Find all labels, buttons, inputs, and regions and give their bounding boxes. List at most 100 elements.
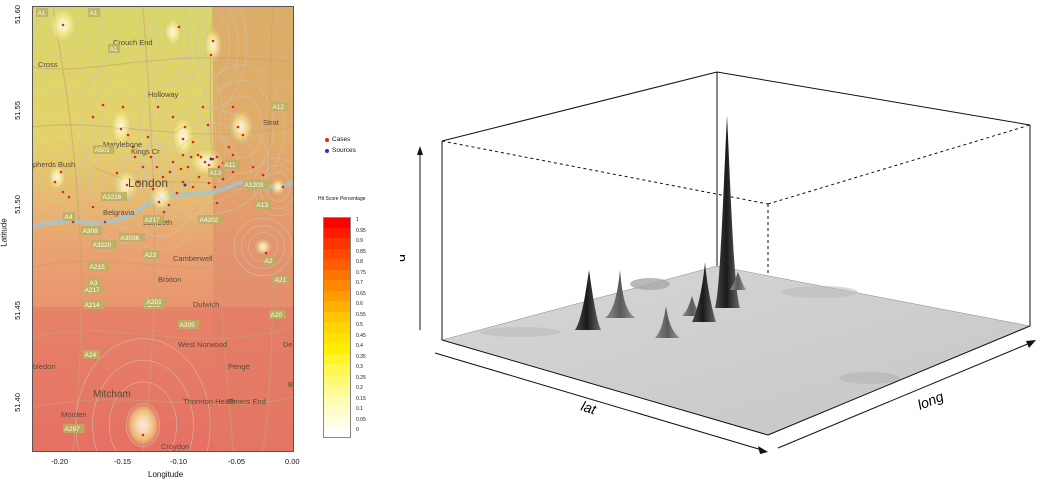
place-label: pherds Bush <box>33 160 75 169</box>
hit-scale-label: 0.3 <box>356 364 363 370</box>
contour-ring <box>128 157 194 237</box>
case-point <box>231 170 235 174</box>
contour-ring <box>109 381 177 451</box>
place-label: Belgravia <box>103 208 135 217</box>
x-axis-label: lat <box>579 398 599 418</box>
case-point <box>213 185 217 189</box>
contour-ring <box>197 64 285 190</box>
geo-profile-map-panel: Crouch End Holloway Strat Marylebone Kings C… <box>0 0 400 485</box>
svg-text:A215: A215 <box>90 264 106 271</box>
case-point <box>181 137 185 141</box>
svg-text:A1: A1 <box>110 46 118 53</box>
hit-scale-swatch <box>323 353 351 364</box>
svg-text:A12: A12 <box>273 104 285 111</box>
svg-text:A501: A501 <box>95 147 111 154</box>
z-axis-arrowhead-icon <box>417 146 423 155</box>
contour-ring <box>143 108 269 216</box>
hit-scale-swatch <box>323 280 351 291</box>
y-tick-51.60: 51.60 <box>12 5 22 24</box>
road <box>33 57 293 70</box>
box-front-bottom-right-edge <box>767 325 1031 436</box>
cases-dot-icon <box>325 137 329 142</box>
hit-scale-swatch <box>323 332 351 343</box>
road-label: A13 <box>255 200 272 209</box>
road-label: A215 <box>88 262 110 271</box>
road <box>209 7 234 451</box>
box-front-top-left-edge <box>441 140 769 205</box>
place-label: Marylebone <box>103 140 142 149</box>
case-point <box>207 163 211 167</box>
road-label: A501 <box>93 145 115 154</box>
case-point <box>199 155 203 159</box>
x-tick-0.00: 0.00 <box>285 457 300 466</box>
case-point <box>197 175 201 179</box>
road-label: A23 <box>143 250 160 259</box>
source-point <box>183 183 187 187</box>
hit-scale-swatch <box>323 301 351 312</box>
contour-ring <box>111 108 131 146</box>
svg-text:A3: A3 <box>90 280 98 287</box>
contour-ring <box>33 7 103 76</box>
density-peak <box>605 270 636 318</box>
case-point <box>156 105 160 109</box>
contour-ring <box>255 239 271 255</box>
svg-text:A24: A24 <box>85 352 97 359</box>
case-point <box>168 170 172 174</box>
road <box>52 7 82 451</box>
place-label: bledon <box>33 362 56 371</box>
road-label: A201 <box>145 297 167 306</box>
contour-ring <box>179 7 247 108</box>
source-point <box>209 157 213 161</box>
road-label: A20 <box>269 310 286 319</box>
svg-text:A201: A201 <box>147 299 163 306</box>
y-tick-51.50: 51.50 <box>12 195 22 214</box>
case-point <box>149 155 153 159</box>
road-label: A217 <box>143 215 165 224</box>
road-label: A1203 <box>243 180 269 189</box>
case-point <box>177 25 181 29</box>
contour-ring <box>92 359 194 451</box>
hit-score-color-scale <box>323 217 351 438</box>
case-point <box>186 165 190 169</box>
case-point <box>155 165 159 169</box>
road-label: A4 <box>63 212 76 221</box>
road <box>33 124 293 135</box>
case-point <box>231 105 235 109</box>
hit-scale-label: 0.6 <box>356 301 363 307</box>
road-label: A4202 <box>198 215 224 224</box>
hit-scale-swatch <box>323 343 351 354</box>
road-label: A2 <box>263 256 276 265</box>
y-axis-arrowhead-icon <box>1026 340 1036 348</box>
case-point <box>157 200 161 204</box>
place-label: B <box>288 380 293 389</box>
case-point <box>141 433 145 437</box>
hit-scale-swatch <box>323 385 351 396</box>
box-front-top-right-edge <box>767 124 1031 205</box>
density-peak <box>655 306 680 338</box>
place-label: Elmers End <box>227 397 266 406</box>
case-point <box>201 105 205 109</box>
surface-ripple <box>480 327 560 337</box>
x-tick--0.20: -0.20 <box>51 457 69 466</box>
svg-text:A3036: A3036 <box>121 235 140 242</box>
hit-scale-label: 0.8 <box>356 259 363 265</box>
svg-text:A2: A2 <box>265 258 273 265</box>
case-point <box>101 103 105 107</box>
case-point <box>61 23 65 27</box>
y-tick-51.45: 51.45 <box>12 301 22 320</box>
case-point <box>181 153 185 157</box>
hit-scale-swatch <box>323 416 351 427</box>
svg-text:A3216: A3216 <box>103 194 122 201</box>
hit-scale-swatch <box>323 406 351 417</box>
place-label: Brixton <box>158 275 181 284</box>
case-point <box>133 155 137 159</box>
case-point <box>136 180 140 184</box>
place-label: Thornton Heath <box>183 397 235 406</box>
contour-ring <box>233 217 293 277</box>
contour-ring <box>164 18 182 46</box>
place-label: Camberwell <box>173 254 213 263</box>
place-label: London <box>128 176 168 190</box>
svg-text:A1: A1 <box>90 10 98 17</box>
case-point <box>206 123 210 127</box>
hit-scale-label: 1 <box>356 217 359 223</box>
